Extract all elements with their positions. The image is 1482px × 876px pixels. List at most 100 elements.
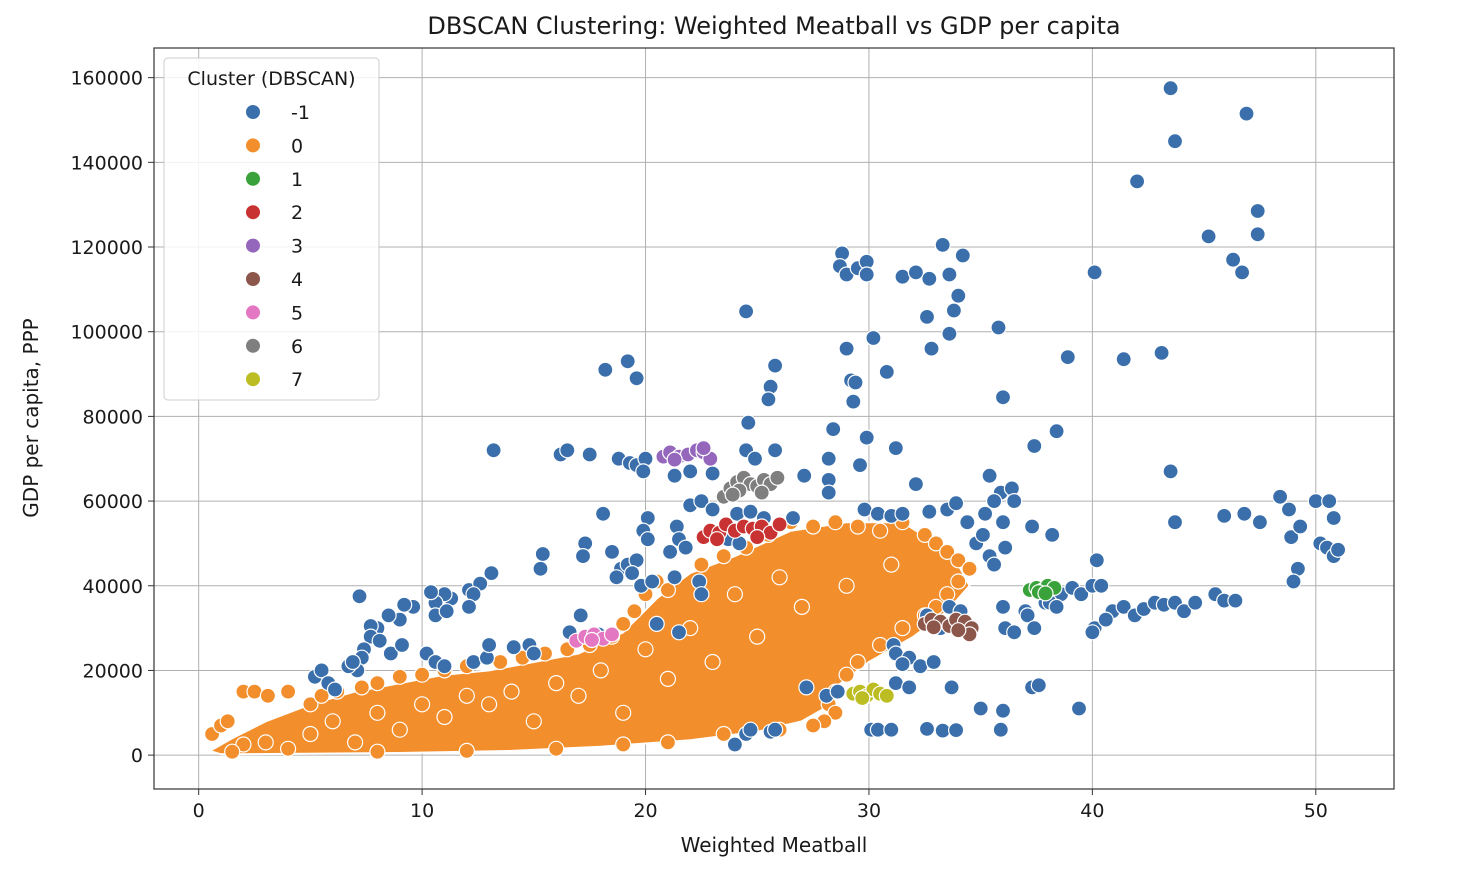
data-point-cluster-0 — [280, 740, 297, 757]
data-point-cluster-0 — [726, 586, 744, 603]
data-point-cluster-0 — [369, 743, 386, 760]
data-point-cluster-0 — [391, 721, 408, 738]
legend-label: -1 — [291, 102, 310, 124]
data-point-cluster-0 — [659, 581, 677, 599]
data-point-cluster-4 — [950, 622, 967, 639]
data-point-cluster--1 — [923, 340, 940, 357]
data-point-cluster--1 — [947, 721, 965, 739]
data-point-cluster--1 — [1048, 598, 1065, 616]
data-point-cluster--1 — [959, 514, 976, 531]
data-point-cluster-0 — [592, 662, 609, 679]
data-point-cluster--1 — [985, 556, 1003, 573]
data-point-cluster-0 — [246, 683, 263, 700]
data-point-cluster--1 — [994, 702, 1012, 719]
data-point-cluster-6 — [724, 486, 741, 503]
x-tick-label: 10 — [410, 800, 434, 822]
data-point-cluster-7 — [854, 689, 871, 707]
data-point-cluster--1 — [1216, 507, 1233, 525]
data-point-cluster--1 — [1097, 611, 1114, 628]
data-point-cluster--1 — [1329, 541, 1347, 558]
data-point-cluster-0 — [615, 615, 632, 633]
data-point-cluster--1 — [941, 325, 958, 342]
y-tick-label: 40000 — [83, 576, 143, 598]
data-point-cluster--1 — [704, 465, 721, 482]
legend: Cluster (DBSCAN) -1 0 1 2 3 4 5 6 7 — [163, 57, 380, 401]
data-point-cluster--1 — [1321, 493, 1338, 510]
data-point-cluster--1 — [992, 721, 1009, 738]
data-point-cluster-0 — [369, 674, 386, 692]
data-point-cluster--1 — [460, 598, 478, 616]
data-point-cluster-0 — [302, 725, 319, 743]
data-point-cluster--1 — [1238, 105, 1255, 122]
data-point-cluster--1 — [465, 653, 482, 671]
data-point-cluster--1 — [972, 700, 989, 717]
data-point-cluster--1 — [648, 615, 665, 633]
data-point-cluster--1 — [628, 370, 645, 387]
x-axis-label: Weighted Meatball — [681, 833, 868, 857]
data-point-cluster-0 — [219, 713, 236, 730]
legend-marker-7 — [245, 371, 261, 388]
data-point-cluster-0 — [659, 670, 677, 688]
data-point-cluster--1 — [677, 539, 694, 556]
x-tick-label: 20 — [633, 800, 657, 822]
data-point-cluster--1 — [742, 503, 759, 520]
data-point-cluster--1 — [1019, 607, 1036, 624]
data-point-cluster--1 — [1325, 509, 1342, 527]
data-point-cluster-0 — [548, 674, 565, 692]
data-point-cluster-0 — [391, 668, 408, 685]
data-point-cluster--1 — [934, 236, 951, 253]
data-point-cluster--1 — [918, 308, 936, 325]
data-point-cluster--1 — [918, 720, 936, 738]
data-point-cluster--1 — [887, 674, 904, 692]
data-point-cluster-0 — [353, 679, 370, 696]
data-point-cluster-0 — [458, 742, 475, 760]
data-point-cluster-0 — [492, 653, 509, 671]
data-point-cluster--1 — [907, 264, 925, 281]
legend-box — [163, 57, 380, 401]
data-point-cluster-0 — [927, 535, 945, 552]
data-point-cluster--1 — [1285, 573, 1302, 590]
data-point-cluster--1 — [1292, 518, 1309, 535]
data-point-cluster--1 — [912, 658, 929, 675]
axis-ticks: 0 10 20 30 40 5002000040000600008000010000012… — [70, 68, 1327, 822]
data-point-cluster--1 — [371, 632, 388, 649]
data-point-cluster--1 — [869, 721, 887, 738]
data-point-cluster-0 — [324, 713, 341, 730]
data-point-cluster-0 — [637, 641, 654, 658]
y-tick-label: 80000 — [83, 406, 143, 428]
data-point-cluster-0 — [257, 734, 274, 751]
data-point-cluster-0 — [849, 653, 866, 671]
data-point-cluster-3 — [666, 451, 683, 468]
data-point-cluster--1 — [313, 662, 330, 679]
data-point-cluster--1 — [766, 357, 784, 374]
data-point-cluster--1 — [635, 463, 652, 480]
data-point-cluster-0 — [615, 704, 632, 721]
data-point-cluster--1 — [985, 493, 1003, 510]
chart-title: DBSCAN Clustering: Weighted Meatball vs … — [427, 12, 1120, 40]
data-point-cluster-0 — [883, 556, 900, 573]
data-point-cluster-0 — [280, 683, 297, 700]
data-point-cluster-0 — [259, 687, 276, 704]
data-point-cluster--1 — [559, 442, 576, 459]
data-point-cluster--1 — [1023, 518, 1041, 535]
data-point-cluster-0 — [804, 518, 822, 535]
data-point-cluster--1 — [1175, 603, 1193, 620]
data-point-cluster--1 — [344, 653, 361, 671]
data-point-cluster-7 — [878, 687, 895, 704]
data-point-cluster-0 — [871, 636, 889, 654]
data-point-cluster--1 — [574, 547, 592, 565]
data-points — [204, 80, 1347, 760]
y-tick-label: 120000 — [70, 237, 143, 259]
data-point-cluster-0 — [458, 687, 475, 704]
data-point-cluster--1 — [990, 319, 1007, 336]
legend-label: 7 — [291, 369, 303, 391]
data-point-cluster--1 — [887, 440, 904, 457]
data-point-cluster--1 — [950, 287, 967, 304]
data-point-cluster--1 — [670, 624, 688, 641]
data-point-cluster--1 — [947, 495, 965, 512]
data-point-cluster--1 — [1030, 677, 1047, 694]
data-point-cluster-0 — [894, 619, 911, 637]
data-point-cluster--1 — [1073, 586, 1090, 603]
data-point-cluster--1 — [619, 353, 636, 370]
data-point-cluster--1 — [438, 603, 455, 620]
